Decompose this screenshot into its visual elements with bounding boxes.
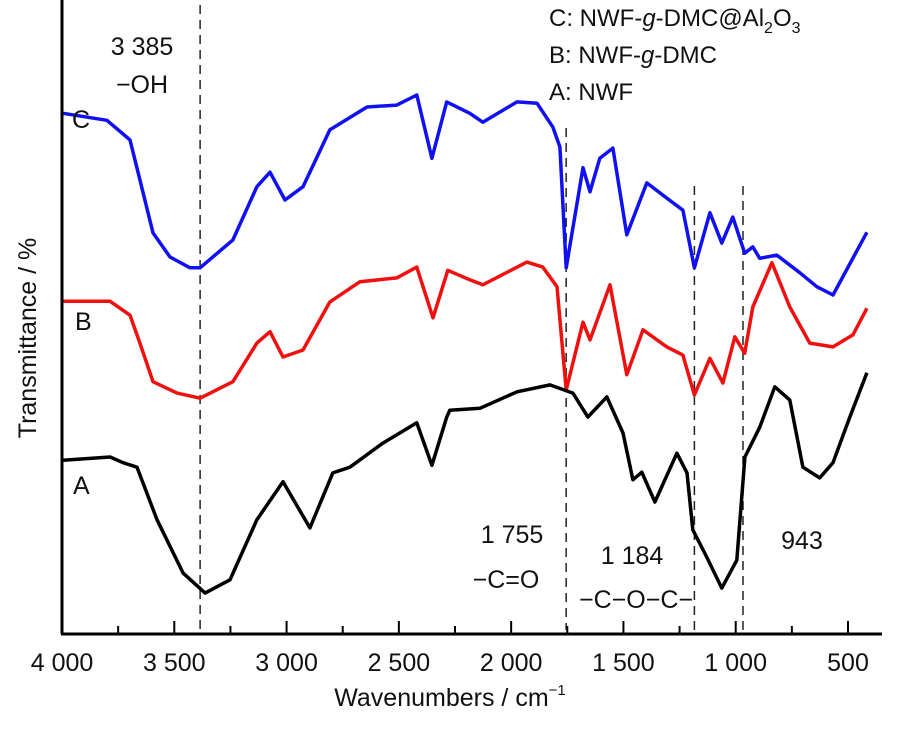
- annotation-co-wn: 1 755: [481, 521, 544, 549]
- annotation-943: 943: [781, 527, 823, 555]
- series-a-line: [62, 372, 869, 595]
- x-tick-label: 3 000: [255, 649, 318, 677]
- curve-label-b: B: [75, 308, 92, 336]
- x-tick-label: 2 500: [368, 649, 431, 677]
- y-axis-label: Transmittance / %: [14, 238, 42, 439]
- curve-label-a: A: [73, 472, 90, 500]
- annotation-co-group: −C=O: [473, 566, 540, 594]
- curve-label-c: C: [72, 106, 90, 134]
- x-axis-label: Wavenumbers / cm−1: [334, 682, 566, 712]
- annotation-coc-wn: 1 184: [601, 542, 664, 570]
- x-tick-label: 1 500: [592, 649, 655, 677]
- x-tick-label: 1 000: [704, 649, 767, 677]
- annotation-oh-wn: 3 385: [111, 33, 174, 61]
- legend-entry-c: C: NWF-g-DMC@Al2O3: [549, 5, 801, 37]
- annotation-oh-group: −OH: [116, 71, 168, 99]
- legend-entry-b: B: NWF-g-DMC: [549, 42, 717, 69]
- x-tick-label: 500: [827, 649, 869, 677]
- legend: C: NWF-g-DMC@Al2O3 B: NWF-g-DMC A: NWF: [549, 5, 801, 106]
- annotation-coc-group: −C−O−C−: [579, 586, 693, 614]
- x-tick-label: 4 000: [31, 649, 94, 677]
- x-tick-label: 3 500: [143, 649, 206, 677]
- x-tick-label: 2 000: [480, 649, 543, 677]
- series-b-line: [63, 260, 869, 400]
- series-c-line: [62, 93, 869, 297]
- legend-entry-a: A: NWF: [549, 79, 633, 106]
